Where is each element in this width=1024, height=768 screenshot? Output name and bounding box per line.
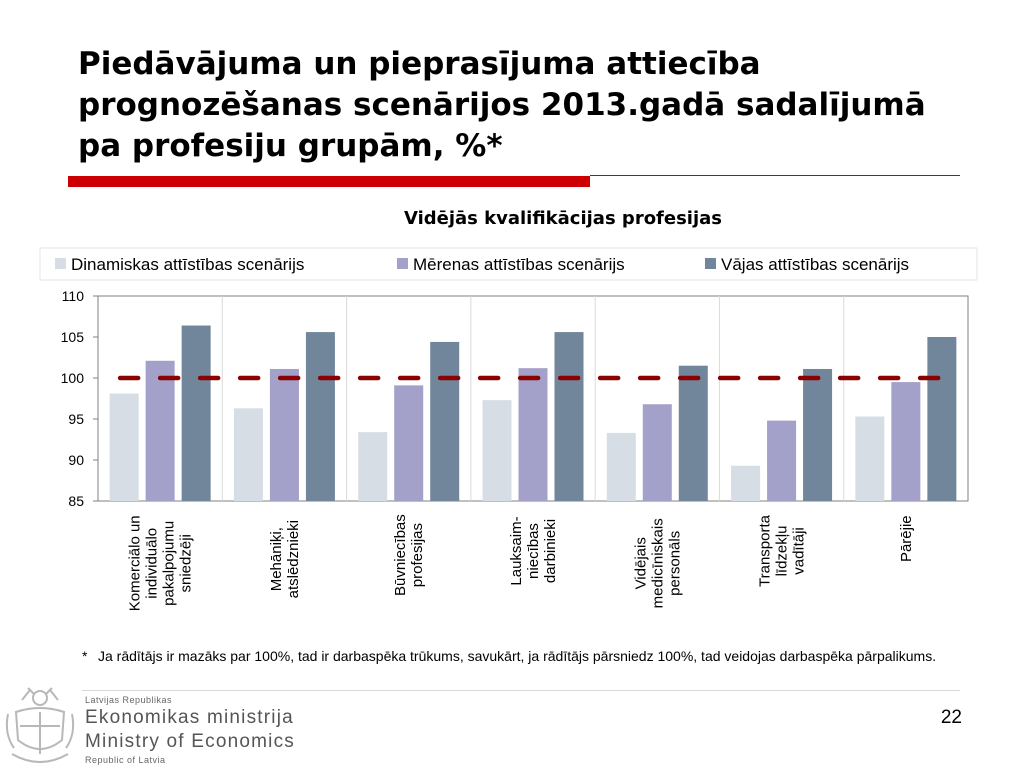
bar xyxy=(554,332,584,501)
category-label-text: Vidējaismedicīniskaispersonāls xyxy=(632,518,683,608)
category-label-text: Būvniecībasprofesijas xyxy=(392,514,426,596)
legend-swatch xyxy=(397,258,408,269)
bar xyxy=(678,365,708,501)
category-label: Vidējaismedicīniskaispersonāls xyxy=(632,518,683,608)
bar xyxy=(305,332,335,501)
bar xyxy=(606,432,636,501)
bar xyxy=(642,404,672,501)
slide-title: Piedāvājuma un pieprasījuma attiecība pr… xyxy=(78,46,926,164)
category-label-text: Pārējie xyxy=(898,515,915,562)
category-label-text: Transportalīdzekļuvadītāji xyxy=(757,514,808,587)
chart-title: Vidējās kvalifikācijas profesijas xyxy=(404,208,722,229)
page-number: 22 xyxy=(940,707,962,728)
legend-label: Dinamiskas attīstības scenārijs xyxy=(71,255,304,274)
category-label-text: Lauksaim-niecībasdarbinieki xyxy=(508,516,559,585)
chart-legend: Dinamiskas attīstības scenārijs Mērenas a… xyxy=(39,247,978,281)
bar xyxy=(767,420,797,501)
bar xyxy=(181,325,211,501)
logo-line-republic-of-latvia: Republic of Latvia xyxy=(85,755,166,765)
legend-swatch xyxy=(705,258,716,269)
bar xyxy=(145,360,175,501)
category-label-text: Komerciālo unindividuālopakalpojumusnied… xyxy=(127,515,195,611)
y-tick-label: 110 xyxy=(62,288,85,304)
legend-box xyxy=(39,247,978,281)
bar xyxy=(482,400,512,501)
category-label-text: Mehāniķi,atslēdznieki xyxy=(268,520,302,598)
legend-label: Vājas attīstības scenārijs xyxy=(721,255,909,274)
bar xyxy=(803,368,833,501)
logo-ministry-english: Ministry of Economics xyxy=(85,731,295,752)
bar xyxy=(269,368,299,501)
bar-chart: Vidējās kvalifikācijas profesijas Dinami… xyxy=(39,208,978,611)
footnote: * Ja rādītājs ir mazāks par 100%, tad ir … xyxy=(82,647,942,666)
footnote-marker: * xyxy=(82,648,88,664)
bar xyxy=(731,465,761,501)
plot-area: 85 90 95 100 105 110 xyxy=(61,288,969,509)
y-tick-label: 90 xyxy=(68,452,84,468)
category-label: Būvniecībasprofesijas xyxy=(392,514,426,596)
y-tick-label: 100 xyxy=(61,370,85,386)
footnote-text: Ja rādītājs ir mazāks par 100%, tad ir d… xyxy=(98,648,937,664)
bar xyxy=(518,368,548,501)
bar xyxy=(358,432,388,501)
x-axis-labels: Komerciālo unindividuālopakalpojumusnied… xyxy=(127,514,915,611)
bar xyxy=(430,341,460,501)
y-tick-label: 95 xyxy=(68,411,84,427)
legend-label: Mērenas attīstības scenārijs xyxy=(413,255,625,274)
category-label: Komerciālo unindividuālopakalpojumusnied… xyxy=(127,515,195,611)
y-tick-label: 85 xyxy=(68,493,84,509)
footer-divider xyxy=(82,690,960,691)
title-underline-bar xyxy=(68,176,590,187)
legend-swatch xyxy=(55,258,66,269)
title-underline-rule xyxy=(590,175,960,176)
y-tick-label: 105 xyxy=(61,329,85,345)
logo-line-latvian-republic: Latvijas Republikas xyxy=(85,695,173,705)
category-label: Mehāniķi,atslēdznieki xyxy=(268,520,302,598)
bar xyxy=(855,416,885,501)
bar xyxy=(891,382,921,501)
bar xyxy=(394,385,424,501)
bar xyxy=(109,393,139,501)
latvia-coat-of-arms-icon xyxy=(5,687,75,763)
bar xyxy=(233,408,263,501)
category-label: Lauksaim-niecībasdarbinieki xyxy=(508,516,559,585)
category-label: Transportalīdzekļuvadītāji xyxy=(757,514,808,587)
logo-ministry-latvian: Ekonomikas ministrija xyxy=(85,707,294,728)
category-label: Pārējie xyxy=(898,515,915,562)
bar xyxy=(927,337,957,501)
